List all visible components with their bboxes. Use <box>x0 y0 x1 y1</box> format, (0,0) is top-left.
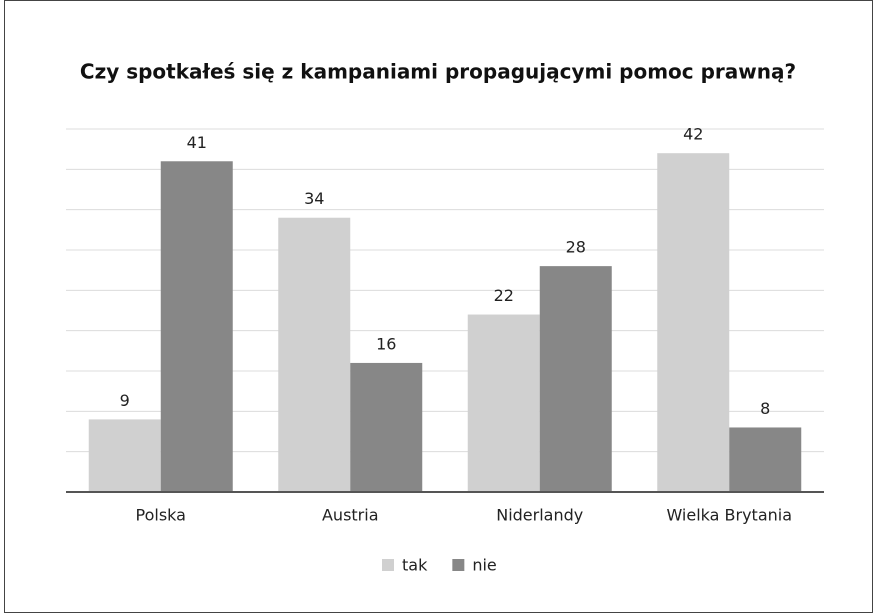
legend-swatch <box>382 559 394 571</box>
bar <box>278 217 351 492</box>
x-tick-label: Austria <box>322 506 379 525</box>
bar <box>729 427 802 492</box>
x-tick-label: Niderlandy <box>496 506 583 525</box>
legend-swatch <box>452 559 465 571</box>
bar <box>539 266 612 492</box>
data-label: 9 <box>120 391 130 410</box>
data-label: 22 <box>494 286 514 305</box>
chart-title: Czy spotkałeś się z kampaniami propagują… <box>80 60 796 84</box>
data-label: 42 <box>683 125 703 144</box>
x-tick-label: Polska <box>136 506 186 525</box>
bar <box>88 419 161 492</box>
x-tick-label: Wielka Brytania <box>666 506 792 525</box>
bar <box>657 153 730 492</box>
legend-label: tak <box>402 556 428 575</box>
bar <box>160 161 233 492</box>
data-label: 34 <box>304 189 324 208</box>
bar <box>350 362 423 492</box>
bar <box>467 314 540 492</box>
data-label: 28 <box>566 238 586 257</box>
data-label: 8 <box>760 399 770 418</box>
data-label: 41 <box>187 133 207 152</box>
legend-label: nie <box>472 556 496 575</box>
data-label: 16 <box>376 334 396 353</box>
